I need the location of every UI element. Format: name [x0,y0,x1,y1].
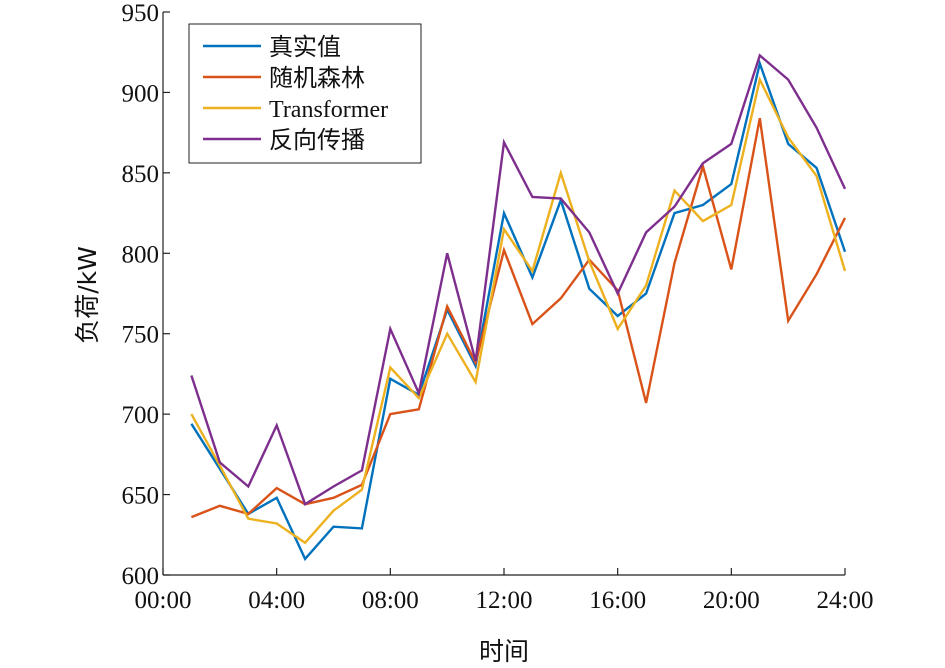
y-tick-label: 600 [122,563,160,590]
x-tick-label: 16:00 [589,587,646,614]
legend-label: 真实值 [269,33,341,61]
series-line-3 [190,76,847,545]
y-tick-label: 750 [122,322,160,349]
legend-label: 反向传播 [269,126,365,154]
y-tick-label: 650 [122,483,160,510]
legend-label: Transformer [269,97,388,123]
legend-label: 随机森林 [269,64,365,92]
series-line-2 [190,117,847,519]
series-line-4 [190,53,847,507]
series-line-1 [190,59,847,562]
axes: 600 650 700 750 800 850 900 950 00:00 04:00 08:00 1… [122,0,874,614]
y-axis-title: 负荷/kW [73,246,102,344]
x-tick-label: 04:00 [248,587,305,614]
x-tick-label: 20:00 [703,587,760,614]
x-tick-label: 24:00 [817,587,874,614]
y-tick-label: 700 [122,402,160,429]
y-tick-label: 850 [122,161,160,188]
x-tick-label: 12:00 [476,587,533,614]
x-tick-label: 08:00 [362,587,419,614]
x-tick-label: 00:00 [135,587,192,614]
y-tick-label: 950 [122,0,160,27]
y-tick-label: 800 [122,241,160,268]
series-layer [190,53,847,562]
y-tick-label: 900 [122,80,160,107]
x-axis-title: 时间 [479,637,529,666]
